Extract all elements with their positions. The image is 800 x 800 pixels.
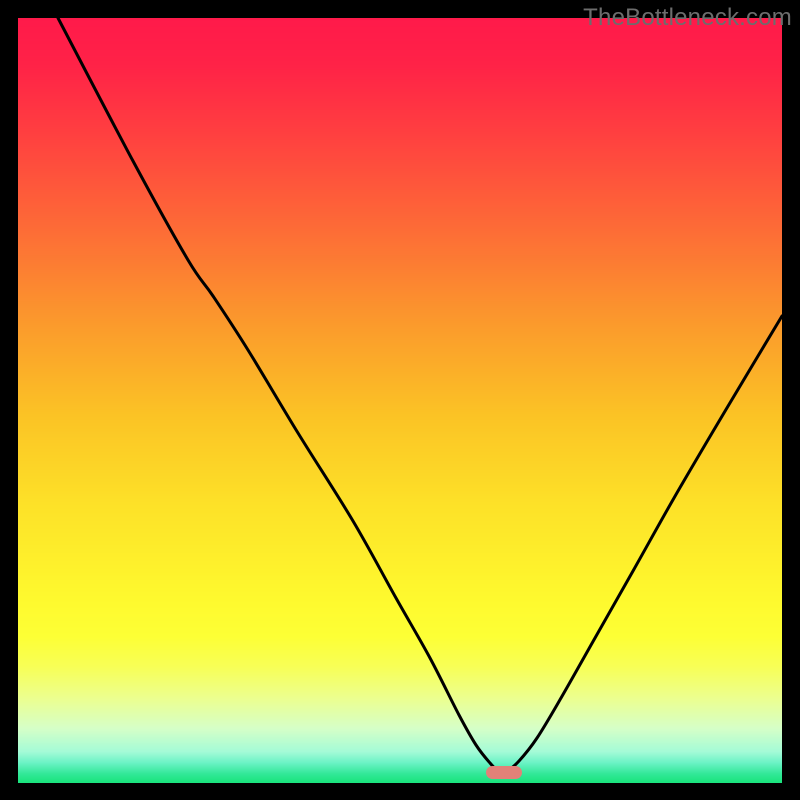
chart-frame: TheBottleneck.com [0, 0, 800, 800]
minimum-marker [486, 766, 522, 779]
watermark-text: TheBottleneck.com [583, 4, 792, 32]
plot-area [18, 18, 782, 782]
bottleneck-curve [18, 18, 782, 782]
